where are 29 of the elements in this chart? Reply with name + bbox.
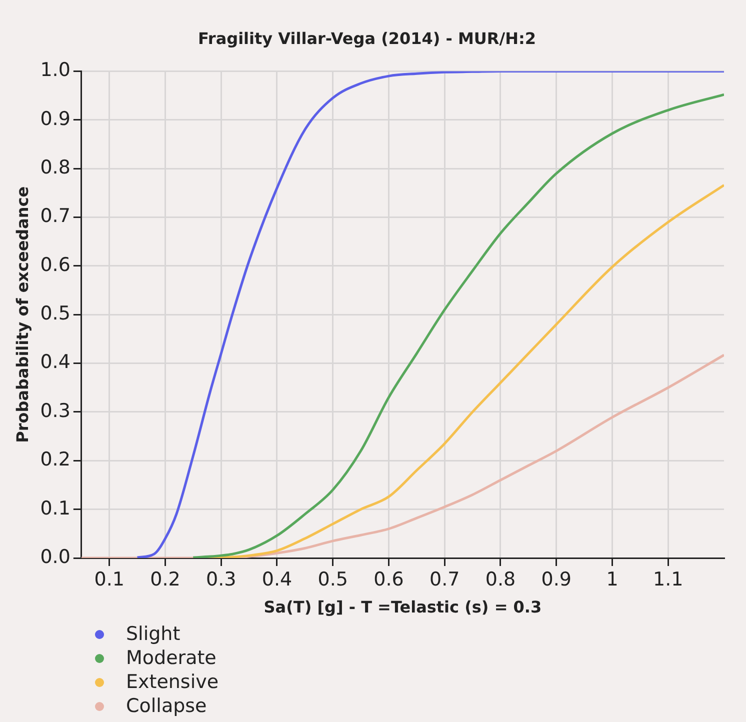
x-tick-label: 0.8 — [485, 568, 516, 590]
x-tick-label: 0.3 — [206, 568, 236, 590]
x-tick-label: 1.1 — [653, 568, 684, 590]
legend-label: Extensive — [126, 670, 219, 694]
x-axis-title: Sa(T) [g] - T =Telastic (s) = 0.3 — [264, 598, 542, 617]
x-tick-label: 1 — [606, 568, 618, 590]
y-axis-title: Probabability of exceedance — [12, 186, 32, 443]
chart-title: Fragility Villar-Vega (2014) - MUR/H:2 — [198, 28, 536, 48]
y-tick-label: 0.0 — [40, 546, 70, 568]
y-tick-label: 0.1 — [40, 497, 70, 520]
x-tick-label: 0.5 — [318, 568, 348, 590]
legend-label: Slight — [126, 622, 180, 646]
y-tick-label: 0.2 — [40, 448, 70, 471]
x-tick-label: 0.1 — [94, 568, 124, 590]
y-tick-label: 0.9 — [40, 108, 70, 130]
y-tick-label: 1.0 — [40, 59, 70, 82]
x-tick-label: 0.4 — [262, 568, 292, 590]
y-tick-label: 0.6 — [40, 254, 70, 276]
legend-label: Moderate — [126, 646, 216, 670]
x-tick-label: 0.9 — [541, 568, 572, 590]
x-tick-label: 0.2 — [150, 568, 180, 590]
y-tick-label: 0.8 — [40, 156, 70, 178]
legend-label: Collapse — [126, 694, 207, 718]
y-tick-label: 0.4 — [40, 351, 70, 374]
y-tick-label: 0.5 — [40, 302, 70, 325]
y-tick-label: 0.3 — [40, 400, 70, 422]
x-tick-label: 0.7 — [430, 568, 460, 590]
x-tick-label: 0.6 — [374, 568, 404, 590]
y-tick-label: 0.7 — [40, 205, 70, 228]
